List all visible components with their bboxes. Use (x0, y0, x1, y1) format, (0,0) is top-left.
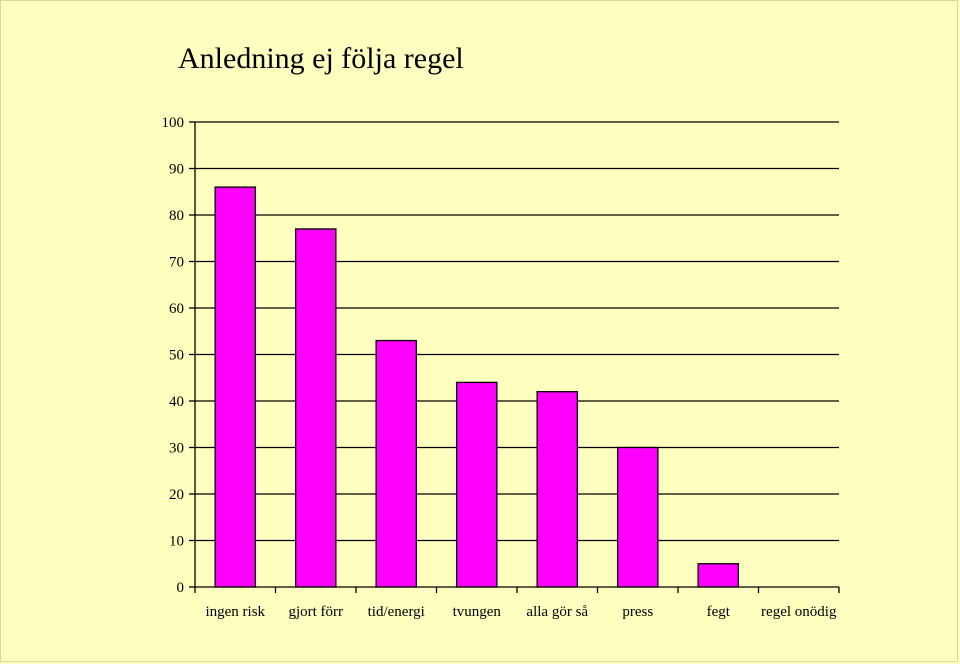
x-tick-label: press (622, 604, 653, 620)
chart-title: Anledning ej följa regel (178, 42, 464, 75)
bar-alla-g-r-s- (536, 391, 579, 588)
y-tick-label: 50 (169, 348, 184, 364)
y-tick-label: 90 (169, 162, 184, 178)
bar-gjort-f-rr (294, 228, 337, 588)
bar-press (616, 446, 659, 588)
y-tick-label: 30 (169, 441, 184, 457)
y-tick-label: 40 (169, 394, 184, 410)
bars (214, 186, 740, 588)
bar-tid-energi (375, 339, 418, 588)
x-tick-label: tid/energi (368, 604, 425, 620)
y-tick-label: 20 (169, 487, 184, 503)
bar-ingen-risk (214, 186, 257, 588)
x-tick-label: fegt (707, 604, 731, 620)
x-tick-label: ingen risk (205, 604, 265, 620)
y-tick-label: 70 (169, 255, 184, 271)
bar-fegt (697, 563, 740, 588)
y-tick-label: 60 (169, 301, 184, 317)
gridlines (195, 121, 839, 542)
x-tick-label: tvungen (453, 604, 502, 620)
x-tick-label: gjort förr (288, 604, 343, 620)
y-tick-label: 10 (169, 534, 184, 550)
x-tick-label: regel onödig (761, 604, 837, 620)
x-tick-label: alla gör så (526, 604, 588, 620)
axes (189, 121, 840, 593)
x-tick-labels: ingen risk gjort förr tid/energi tvungen all… (205, 604, 836, 620)
y-tick-labels: 0 10 20 30 40 50 60 70 80 90 100 (162, 115, 185, 596)
y-tick-label: 100 (162, 115, 185, 131)
y-tick-label: 80 (169, 208, 184, 224)
bar-tvungen (455, 381, 498, 588)
y-tick-label: 0 (177, 580, 185, 596)
